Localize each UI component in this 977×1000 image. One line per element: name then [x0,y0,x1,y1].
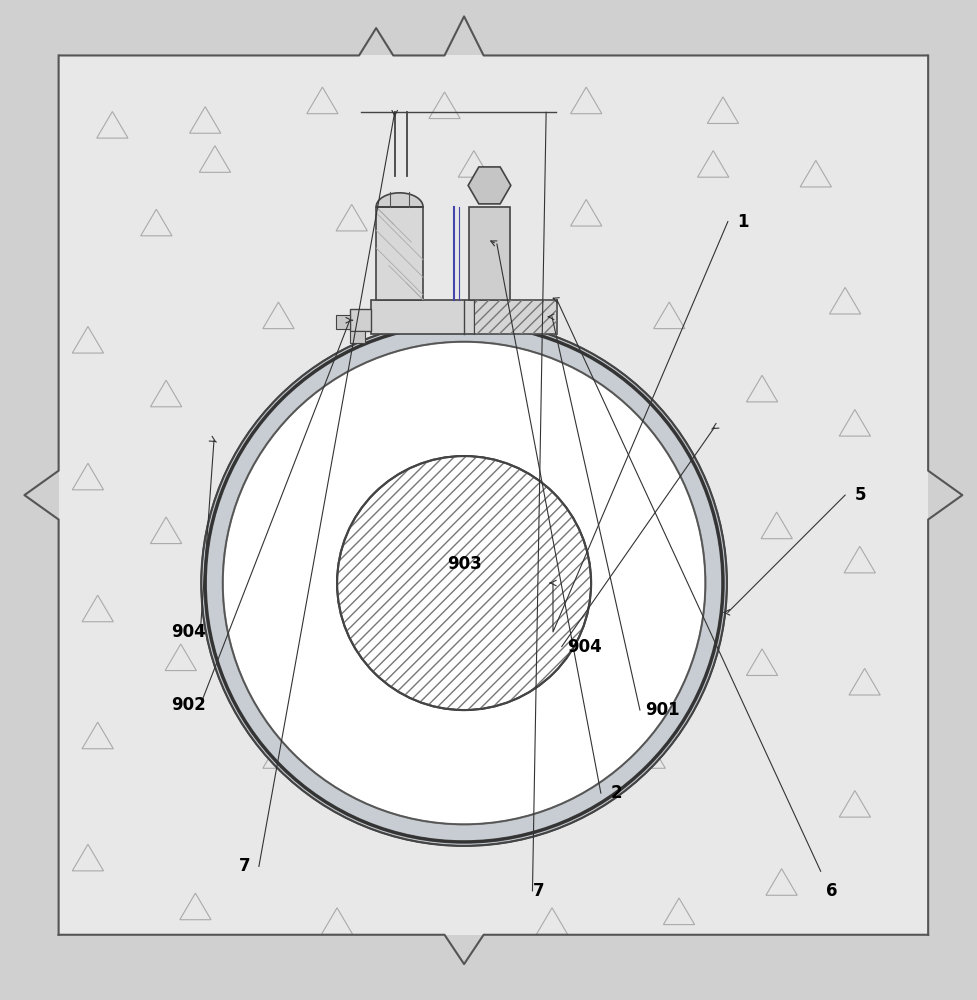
Polygon shape [376,193,423,207]
Bar [474,300,557,334]
Text: 6: 6 [826,882,837,900]
Text: 901: 901 [645,701,679,719]
Text: 904: 904 [567,638,602,656]
Text: 903: 903 [446,555,482,573]
Bar [371,300,557,334]
Bar [469,207,510,300]
Circle shape [337,456,591,710]
Text: 5: 5 [855,486,867,504]
Polygon shape [202,321,726,845]
Bar [350,309,371,331]
Text: 904: 904 [171,623,206,641]
Text: 1: 1 [738,213,749,231]
Circle shape [205,324,723,842]
Text: 7: 7 [532,882,544,900]
Bar [59,55,928,935]
Text: 7: 7 [239,857,251,875]
Text: 902: 902 [171,696,206,714]
Text: 2: 2 [611,784,622,802]
Bar [376,207,423,300]
Bar [350,331,364,343]
Bar [336,315,350,329]
